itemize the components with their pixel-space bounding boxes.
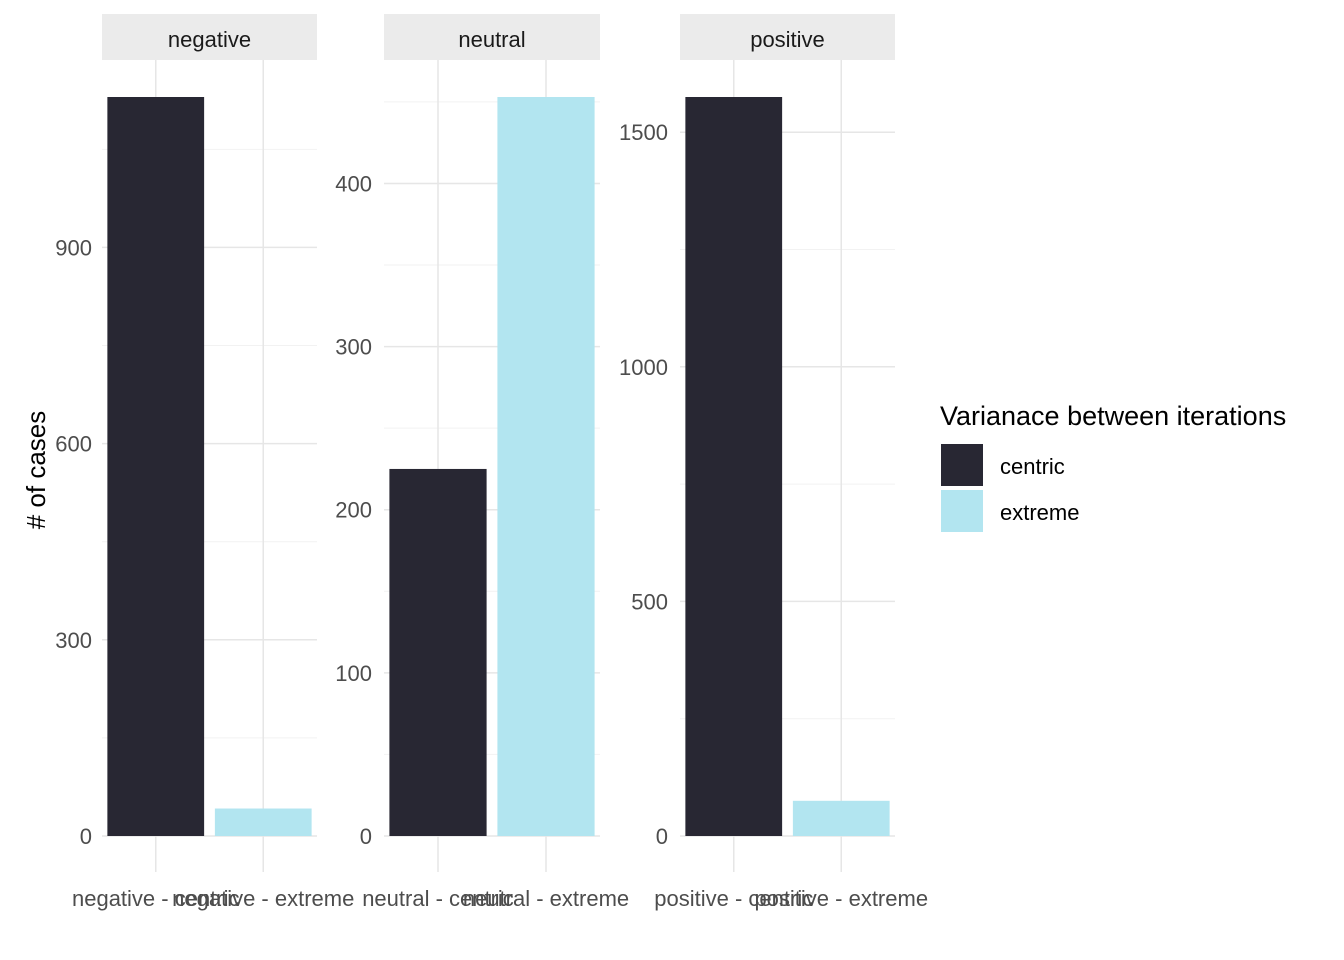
strip-label: negative xyxy=(168,27,251,52)
y-tick-label: 900 xyxy=(55,235,92,260)
bar-positive-extreme xyxy=(792,800,890,836)
legend-label-extreme: extreme xyxy=(1000,500,1079,525)
strip-background xyxy=(384,14,600,60)
y-tick-label: 200 xyxy=(335,498,372,523)
bar-neutral-centric xyxy=(389,468,487,836)
y-tick-label: 1500 xyxy=(619,120,668,145)
strip-background xyxy=(680,14,895,60)
facet-panels: negative 0 300 600 900 negative - centricnega… xyxy=(55,14,928,911)
y-tick-label: 1000 xyxy=(619,355,668,380)
y-tick-label: 0 xyxy=(656,824,668,849)
y-tick-label: 300 xyxy=(55,628,92,653)
bar-negative-centric xyxy=(107,97,205,836)
x-tick-label: positive - centric xyxy=(654,886,813,911)
x-tick-label: positive - extreme xyxy=(754,886,928,911)
bar-neutral-extreme xyxy=(497,97,595,836)
y-tick-label: 100 xyxy=(335,661,372,686)
x-tick-label: negative - centric xyxy=(72,886,240,911)
legend-key-centric xyxy=(941,444,983,486)
bar-positive-centric xyxy=(685,97,783,836)
bar-negative-extreme xyxy=(214,808,312,836)
legend-label-centric: centric xyxy=(1000,454,1065,479)
x-tick-label: neutral - centric xyxy=(362,886,514,911)
strip-background xyxy=(102,14,317,60)
y-tick-label: 0 xyxy=(80,824,92,849)
y-tick-label: 500 xyxy=(631,589,668,614)
legend-key-extreme xyxy=(941,490,983,532)
y-axis-title: # of cases xyxy=(21,411,51,530)
strip-label: positive xyxy=(750,27,825,52)
y-tick-label: 600 xyxy=(55,432,92,457)
strip-label: neutral xyxy=(458,27,525,52)
legend-title: Varianace between iterations xyxy=(940,401,1286,431)
y-tick-label: 400 xyxy=(335,171,372,196)
legend: Varianace between iterations centric ext… xyxy=(940,401,1286,532)
y-tick-label: 300 xyxy=(335,335,372,360)
x-tick-label: negative - extreme xyxy=(172,886,354,911)
y-tick-label: 0 xyxy=(360,824,372,849)
facet-neutral: neutral 0 100 200 300 400 neutral - centricneu… xyxy=(335,14,629,911)
facet-negative: negative 0 300 600 900 negative - centricnega… xyxy=(55,14,354,911)
x-tick-label: neutral - extreme xyxy=(463,886,629,911)
facet-positive: positive 0 500 1000 1500 positive - centricpo… xyxy=(619,14,928,911)
